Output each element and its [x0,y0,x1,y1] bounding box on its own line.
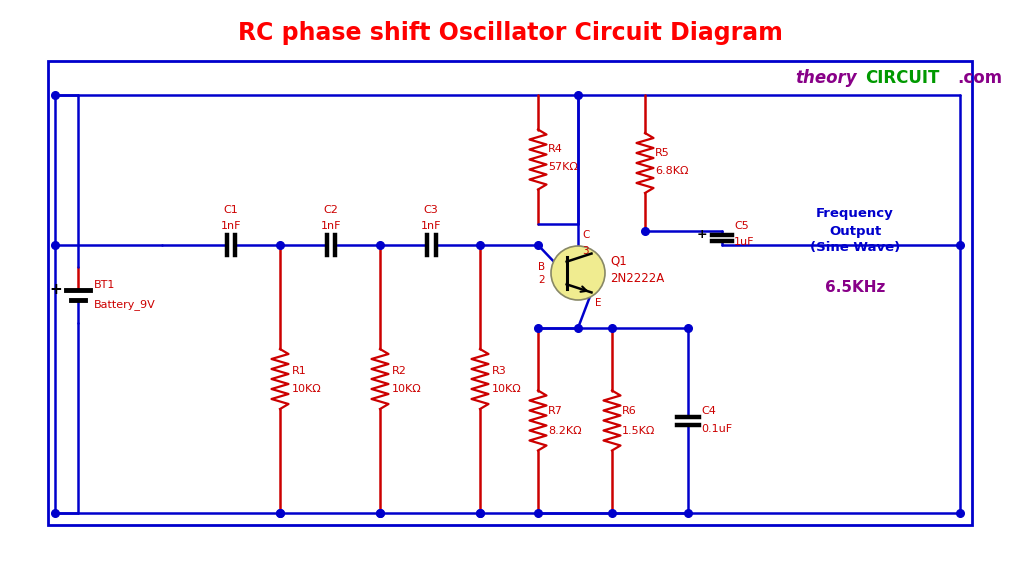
Text: 8.2KΩ: 8.2KΩ [548,426,582,436]
Text: +: + [49,283,62,297]
Text: E: E [596,298,602,308]
Text: C2: C2 [324,205,339,215]
Text: C5: C5 [734,221,749,231]
Text: 0.1uF: 0.1uF [701,423,732,434]
Text: C4: C4 [701,406,716,416]
Text: R7: R7 [548,406,563,416]
Text: R5: R5 [655,148,670,158]
Text: R2: R2 [392,366,407,376]
Circle shape [551,246,605,300]
Text: Battery_9V: Battery_9V [94,300,156,311]
Text: 1nF: 1nF [321,221,341,231]
Text: 1nF: 1nF [221,221,242,231]
Text: 2N2222A: 2N2222A [610,272,665,286]
Text: theory: theory [795,69,857,87]
Text: Frequency
Output
(Sine Wave): Frequency Output (Sine Wave) [810,208,900,255]
Text: C1: C1 [224,205,239,215]
Text: .com: .com [957,69,1002,87]
Text: +: + [696,229,708,241]
Text: 2: 2 [538,275,545,285]
Text: 1uF: 1uF [734,237,755,247]
Text: Q1: Q1 [610,255,627,268]
Text: R3: R3 [492,366,507,376]
Text: 1nF: 1nF [421,221,441,231]
Text: R4: R4 [548,145,563,154]
Text: C: C [582,230,590,240]
Text: R6: R6 [622,406,637,416]
Text: 3: 3 [582,246,589,256]
Text: 6.5KHz: 6.5KHz [824,280,885,296]
Text: BT1: BT1 [94,280,116,290]
Text: 10KΩ: 10KΩ [292,384,322,394]
Text: 6.8KΩ: 6.8KΩ [655,166,688,176]
Text: 10KΩ: 10KΩ [392,384,422,394]
Text: 1.5KΩ: 1.5KΩ [622,426,655,436]
Text: C3: C3 [424,205,438,215]
Text: 10KΩ: 10KΩ [492,384,522,394]
Text: B: B [538,262,545,272]
Text: RC phase shift Oscillator Circuit Diagram: RC phase shift Oscillator Circuit Diagra… [238,21,782,45]
Text: CIRCUIT: CIRCUIT [865,69,939,87]
Text: R1: R1 [292,366,307,376]
Text: 57KΩ: 57KΩ [548,163,578,173]
Bar [48,61,972,525]
